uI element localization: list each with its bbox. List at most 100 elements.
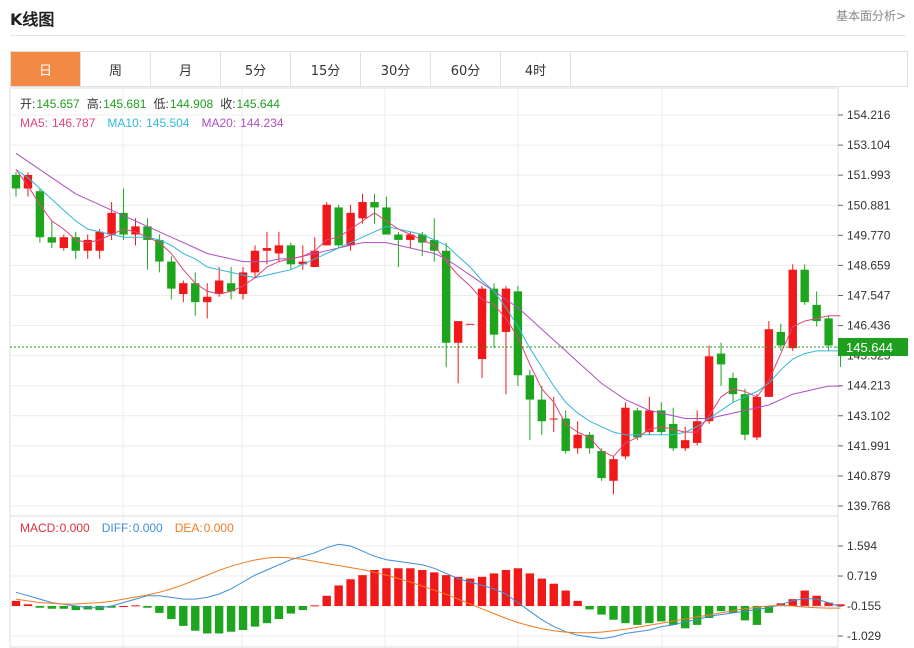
macd-histogram-bar <box>752 606 762 625</box>
macd-histogram-bar <box>191 606 200 631</box>
tab-week[interactable]: 周 <box>81 52 151 86</box>
candle-body <box>238 272 248 295</box>
macd-histogram-bar <box>119 606 128 608</box>
candle-body <box>107 212 116 235</box>
macd-histogram-bar <box>274 606 284 620</box>
ohlc-value: 144.908 <box>170 97 214 111</box>
period-tabs: 日 周 月 5分 15分 30分 60分 4时 <box>10 51 908 87</box>
tab-month[interactable]: 月 <box>151 52 221 86</box>
candle-body <box>214 280 224 295</box>
macd-histogram-bar <box>406 568 415 607</box>
candle-body <box>131 226 140 235</box>
ma5-line <box>15 169 841 458</box>
tab-5min[interactable]: 5分 <box>221 52 291 86</box>
macd-tick-label: -1.029 <box>847 629 881 643</box>
candle-body <box>167 261 176 289</box>
ma10-line <box>15 169 841 436</box>
macd-histogram-bar <box>47 606 57 609</box>
candle-body <box>824 318 833 346</box>
ohlc-label: 高: <box>87 96 102 111</box>
macd-histogram-bar <box>788 599 797 607</box>
price-tick-label: 149.770 <box>847 228 891 242</box>
candle-body <box>776 331 785 346</box>
candle-body <box>418 234 427 243</box>
price-tick-label: 151.993 <box>847 168 891 182</box>
candle-body <box>716 353 726 365</box>
candle-body <box>513 291 523 376</box>
candle-body <box>274 245 284 254</box>
macd-histogram-bar <box>346 579 355 607</box>
ma-label: MA20: <box>201 116 236 130</box>
tab-30min[interactable]: 30分 <box>361 52 431 86</box>
candle-body <box>501 288 511 332</box>
price-tick-label: 153.104 <box>847 138 891 152</box>
macd-histogram-bar <box>501 569 511 607</box>
tab-day[interactable]: 日 <box>11 52 81 86</box>
macd-info-label: MACD: <box>20 521 59 535</box>
macd-histogram-bar <box>704 606 714 619</box>
ma20-line <box>15 152 841 419</box>
candle-body <box>812 304 821 322</box>
candle-body <box>549 418 558 420</box>
macd-histogram-bar <box>836 604 845 607</box>
macd-tick-label: 0.719 <box>847 569 877 583</box>
current-price-label: 145.644 <box>846 340 893 355</box>
candle-body <box>83 239 92 251</box>
candle-body <box>286 245 296 265</box>
macd-histogram-bar <box>179 606 188 626</box>
candle-body <box>358 202 367 219</box>
macd-histogram-bar <box>23 604 33 607</box>
candle-body <box>334 207 343 246</box>
price-tick-label: 143.102 <box>847 409 891 423</box>
macd-histogram-bar <box>430 572 439 607</box>
macd-histogram-bar <box>681 606 690 629</box>
macd-histogram-bar <box>418 569 427 607</box>
candle-body <box>406 234 415 240</box>
candle-body <box>573 434 582 449</box>
macd-histogram-bar <box>453 576 463 607</box>
macd-histogram-bar <box>334 585 343 607</box>
candle-body <box>800 269 809 303</box>
macd-histogram-bar <box>143 606 152 608</box>
candle-body <box>489 288 499 335</box>
tab-60min[interactable]: 60分 <box>431 52 501 86</box>
candle-body <box>788 269 797 349</box>
candle-body <box>47 237 57 243</box>
candle-body <box>645 410 654 433</box>
macd-tick-label: 1.594 <box>847 539 877 553</box>
candle-body <box>11 174 21 189</box>
candle-body <box>453 321 463 343</box>
macd-histogram-bar <box>322 595 331 607</box>
ohlc-value: 145.644 <box>237 97 281 111</box>
macd-histogram-bar <box>238 606 248 631</box>
macd-histogram-bar <box>59 606 68 609</box>
candle-body <box>322 204 331 246</box>
fundamental-analysis-link[interactable]: 基本面分析> <box>835 9 906 23</box>
macd-histogram-bar <box>107 606 116 608</box>
tab-15min[interactable]: 15分 <box>291 52 361 86</box>
candle-body <box>442 250 451 343</box>
price-tick-label: 148.659 <box>847 258 891 272</box>
candle-body <box>477 288 487 359</box>
macd-histogram-bar <box>489 573 499 607</box>
macd-histogram-bar <box>310 605 319 607</box>
macd-histogram-bar <box>692 606 702 625</box>
main-panel-frame <box>9 87 839 517</box>
candle-body <box>262 248 272 251</box>
page-title: K线图 <box>10 10 55 29</box>
price-tick-label: 144.213 <box>847 379 891 393</box>
candle-body <box>191 283 200 303</box>
tab-4hour[interactable]: 4时 <box>501 52 571 86</box>
candle-body <box>155 239 164 262</box>
macd-histogram-bar <box>740 606 750 621</box>
macd-histogram-bar <box>716 606 726 612</box>
macd-info-label: DIFF: <box>102 521 132 535</box>
price-tick-label: 140.879 <box>847 469 891 483</box>
current-price-tag <box>838 337 908 356</box>
macd-info-value: 0.000 <box>60 521 90 535</box>
candle-body <box>537 399 546 422</box>
price-tick-label: 141.991 <box>847 439 891 453</box>
header-divider <box>10 35 906 36</box>
macd-histogram-bar <box>549 583 558 607</box>
